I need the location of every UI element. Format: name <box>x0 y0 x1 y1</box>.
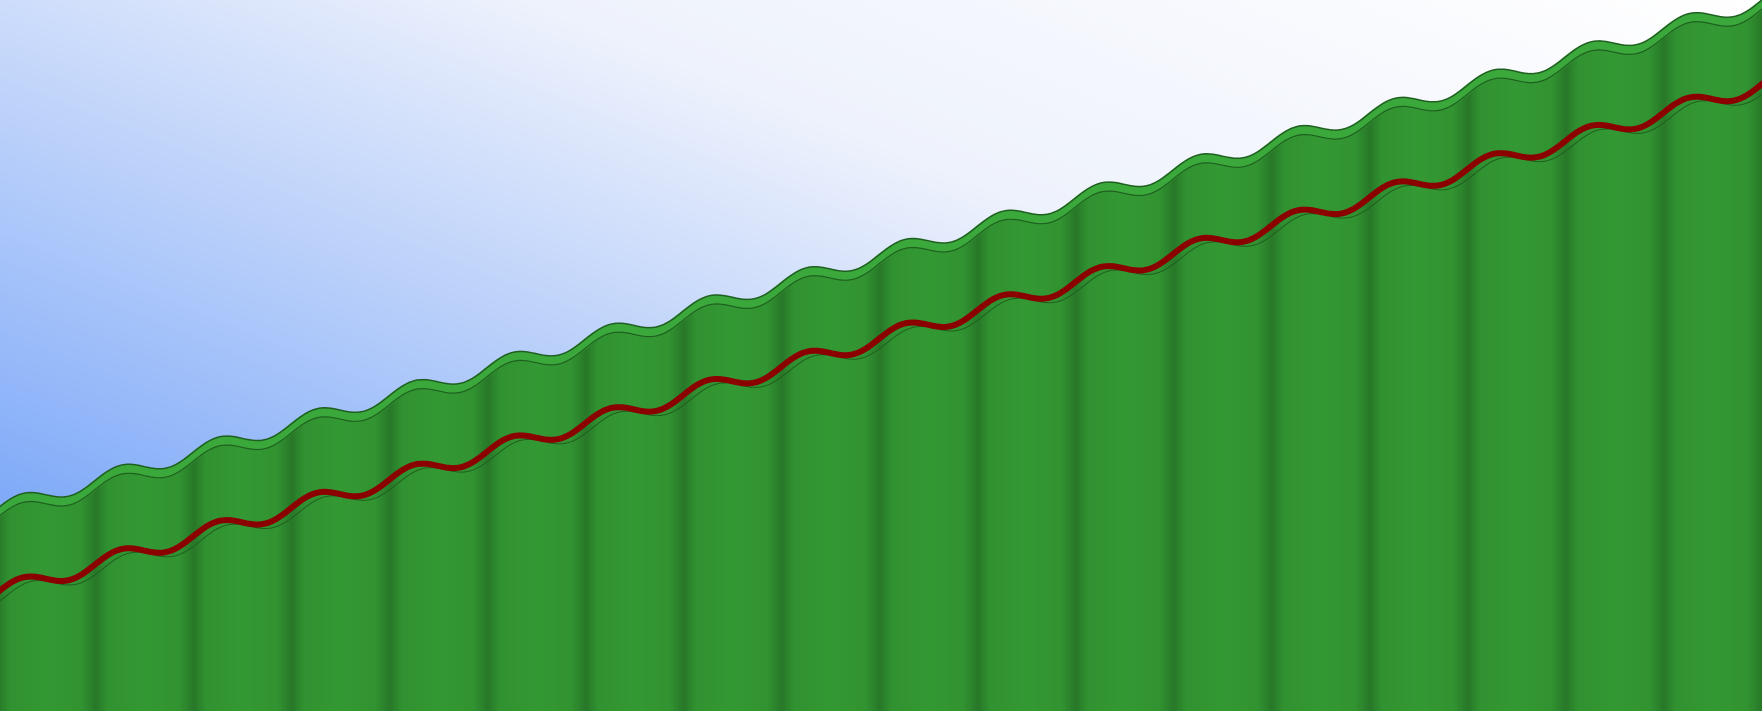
grass-outline-inner <box>0 8 1762 517</box>
thin-track-line <box>0 93 1762 602</box>
red-wavy-line <box>0 80 1762 595</box>
grass-outline-top <box>0 0 1762 508</box>
grass-edge <box>0 0 1762 517</box>
